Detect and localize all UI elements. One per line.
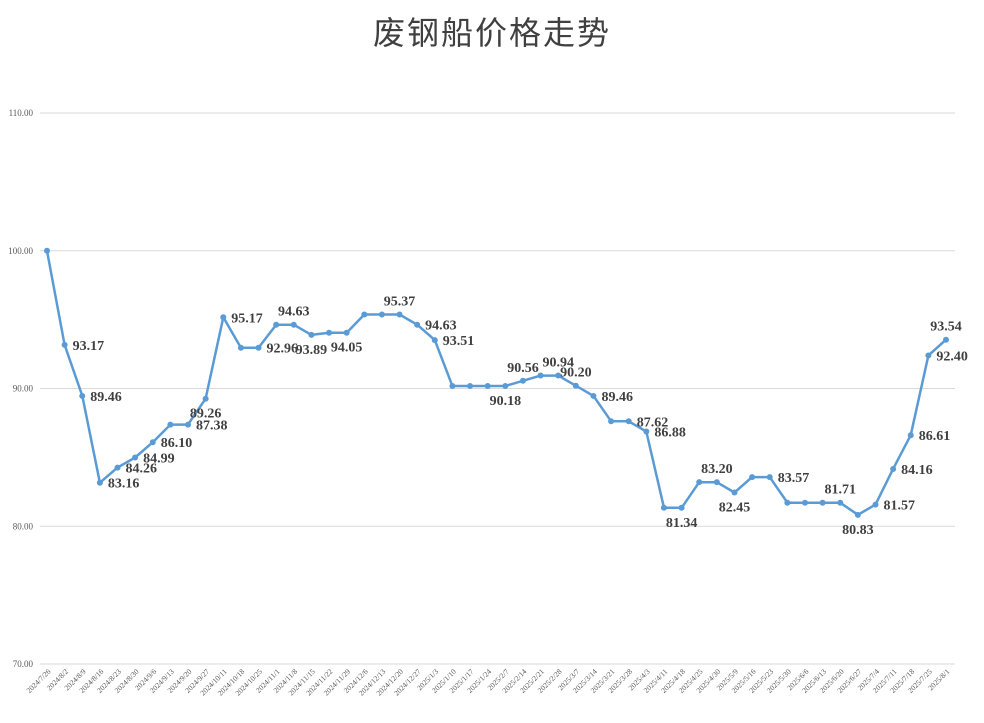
data-label: 93.54 xyxy=(930,320,962,335)
data-point xyxy=(132,454,139,461)
data-point xyxy=(396,311,403,318)
data-label: 87.62 xyxy=(637,415,669,430)
series-line xyxy=(45,250,947,517)
data-label: 93.89 xyxy=(296,343,328,358)
data-point xyxy=(537,372,544,379)
data-point xyxy=(925,352,932,359)
data-label: 92.40 xyxy=(936,349,968,364)
data-point xyxy=(449,383,456,390)
data-label: 94.05 xyxy=(331,341,363,356)
data-point xyxy=(431,337,438,344)
data-label: 93.51 xyxy=(443,334,475,349)
data-label: 86.10 xyxy=(161,436,193,451)
data-label: 92.96 xyxy=(267,342,299,357)
data-label: 95.37 xyxy=(384,295,416,310)
x-axis-ticks: 2024/7/262024/8/22024/8/92024/8/162024/8… xyxy=(25,667,952,698)
data-label: 81.71 xyxy=(824,483,856,498)
data-point xyxy=(202,395,209,402)
data-point xyxy=(44,247,50,254)
y-tick-label: 100.00 xyxy=(8,246,33,256)
data-label: 84.16 xyxy=(901,463,933,478)
data-point xyxy=(731,489,738,496)
data-point xyxy=(326,329,333,336)
data-point xyxy=(273,321,280,328)
data-label: 93.17 xyxy=(73,339,105,354)
data-point xyxy=(237,344,244,351)
data-point xyxy=(713,479,720,486)
data-point xyxy=(890,465,897,472)
data-label: 95.17 xyxy=(231,311,263,326)
data-label: 90.20 xyxy=(560,366,592,381)
data-point xyxy=(608,418,615,425)
data-label: 89.46 xyxy=(601,390,633,405)
data-point xyxy=(114,464,121,471)
data-point xyxy=(414,321,421,328)
data-point xyxy=(590,392,597,399)
data-point xyxy=(61,341,68,348)
data-point xyxy=(185,421,192,428)
data-label: 87.38 xyxy=(196,419,228,434)
data-point xyxy=(643,428,650,435)
data-point xyxy=(678,504,685,511)
data-label: 86.61 xyxy=(919,429,951,444)
y-tick-label: 110.00 xyxy=(9,108,34,118)
data-point xyxy=(378,311,385,318)
data-point xyxy=(837,499,844,506)
data-point xyxy=(784,499,791,506)
data-point xyxy=(484,383,491,390)
data-point xyxy=(819,499,826,506)
data-label: 90.56 xyxy=(507,361,539,376)
gridlines xyxy=(40,112,955,665)
data-point xyxy=(519,377,526,384)
data-point xyxy=(220,314,227,321)
data-point xyxy=(943,336,949,343)
data-label: 89.46 xyxy=(90,390,122,405)
data-point xyxy=(854,511,861,518)
data-point xyxy=(79,392,86,399)
data-label: 94.63 xyxy=(425,319,457,334)
data-label: 90.18 xyxy=(490,394,522,409)
data-point xyxy=(749,474,756,481)
chart-title: 废钢船价格走势 xyxy=(372,14,611,52)
data-point xyxy=(872,501,879,508)
data-point xyxy=(96,479,103,486)
data-point xyxy=(907,432,914,439)
y-tick-label: 90.00 xyxy=(13,384,34,394)
data-point xyxy=(167,421,174,428)
data-point xyxy=(660,504,667,511)
data-label: 90.94 xyxy=(542,356,574,371)
y-tick-label: 70.00 xyxy=(13,659,34,669)
data-point xyxy=(308,331,315,338)
data-point xyxy=(255,344,262,351)
data-point xyxy=(502,383,509,390)
data-label: 84.26 xyxy=(126,462,157,477)
data-label: 83.57 xyxy=(778,471,810,486)
data-label: 84.99 xyxy=(143,452,175,467)
data-point xyxy=(801,499,808,506)
data-point xyxy=(361,311,368,318)
data-point xyxy=(467,383,474,390)
data-point xyxy=(696,479,703,486)
data-point xyxy=(343,329,350,336)
data-point xyxy=(555,372,562,379)
data-point xyxy=(625,418,632,425)
data-label: 81.57 xyxy=(883,499,915,514)
data-label: 89.26 xyxy=(190,407,222,422)
data-point xyxy=(149,439,156,446)
data-label: 80.83 xyxy=(842,523,874,538)
data-label: 86.88 xyxy=(654,425,686,440)
data-point xyxy=(766,474,773,481)
price-series xyxy=(44,247,949,518)
data-point xyxy=(290,321,297,328)
y-tick-label: 80.00 xyxy=(13,521,34,531)
data-label: 81.34 xyxy=(666,516,698,531)
data-labels: 93.17 89.46 83.1684.2684.9986.1087.3889.26… xyxy=(73,295,968,538)
data-label: 83.16 xyxy=(108,477,140,492)
y-axis-ticks: 70.00 80.00 90.00 100.00 110.00 xyxy=(8,108,33,669)
data-point xyxy=(572,382,579,389)
data-label: 94.63 xyxy=(278,305,310,320)
data-label: 82.45 xyxy=(719,501,751,516)
data-label: 83.20 xyxy=(701,462,733,477)
